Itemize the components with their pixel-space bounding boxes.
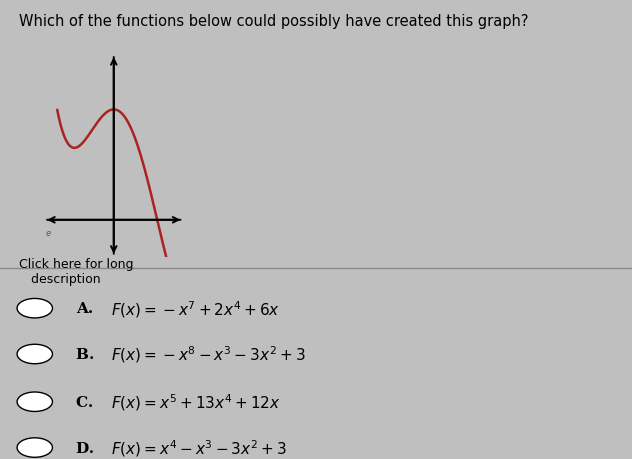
- Ellipse shape: [17, 345, 52, 364]
- Text: Click here for long
   description: Click here for long description: [19, 257, 133, 285]
- Text: B.: B.: [76, 347, 99, 361]
- Text: Which of the functions below could possibly have created this graph?: Which of the functions below could possi…: [19, 14, 528, 29]
- Text: $F(x)=x^5+13x^4+12x$: $F(x)=x^5+13x^4+12x$: [111, 392, 281, 412]
- Text: $F(x)=x^4-x^3-3x^2+3$: $F(x)=x^4-x^3-3x^2+3$: [111, 437, 286, 458]
- Ellipse shape: [17, 299, 52, 318]
- Text: $F(x)=-x^7+2x^4+6x$: $F(x)=-x^7+2x^4+6x$: [111, 298, 280, 319]
- Text: D.: D.: [76, 441, 99, 454]
- Text: e: e: [46, 229, 51, 237]
- Text: C.: C.: [76, 395, 99, 409]
- Ellipse shape: [17, 392, 52, 412]
- Text: $F(x)=-x^8-x^3-3x^2+3$: $F(x)=-x^8-x^3-3x^2+3$: [111, 344, 305, 364]
- Text: A.: A.: [76, 302, 99, 315]
- Ellipse shape: [17, 438, 52, 457]
